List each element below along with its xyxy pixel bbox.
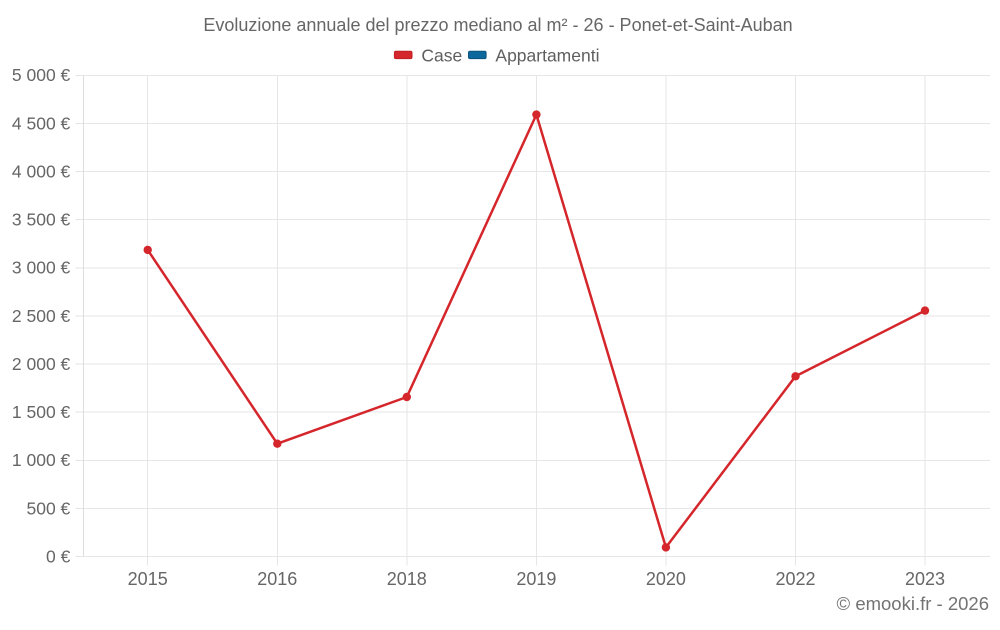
svg-text:2 500 €: 2 500 €	[12, 306, 71, 326]
svg-text:Appartamenti: Appartamenti	[495, 46, 599, 66]
svg-text:3 000 €: 3 000 €	[12, 258, 71, 278]
svg-text:0 €: 0 €	[46, 547, 71, 567]
svg-text:5 000 €: 5 000 €	[12, 65, 71, 85]
svg-text:2 000 €: 2 000 €	[12, 354, 71, 374]
svg-text:2018: 2018	[387, 569, 427, 589]
svg-text:1 000 €: 1 000 €	[12, 450, 71, 470]
svg-text:500 €: 500 €	[27, 498, 71, 518]
svg-text:3 500 €: 3 500 €	[12, 210, 71, 230]
svg-text:4 000 €: 4 000 €	[12, 162, 71, 182]
svg-text:2015: 2015	[128, 569, 168, 589]
svg-text:2020: 2020	[646, 569, 686, 589]
svg-text:4 500 €: 4 500 €	[12, 113, 71, 133]
svg-text:1 500 €: 1 500 €	[12, 402, 71, 422]
svg-text:Evoluzione annuale del prezzo: Evoluzione annuale del prezzo mediano al…	[203, 15, 792, 35]
svg-text:2023: 2023	[905, 569, 945, 589]
svg-text:2019: 2019	[516, 569, 556, 589]
svg-text:© emooki.fr - 2026: © emooki.fr - 2026	[837, 593, 989, 614]
svg-text:2022: 2022	[775, 569, 815, 589]
svg-text:Case: Case	[421, 46, 462, 66]
svg-text:2016: 2016	[257, 569, 297, 589]
